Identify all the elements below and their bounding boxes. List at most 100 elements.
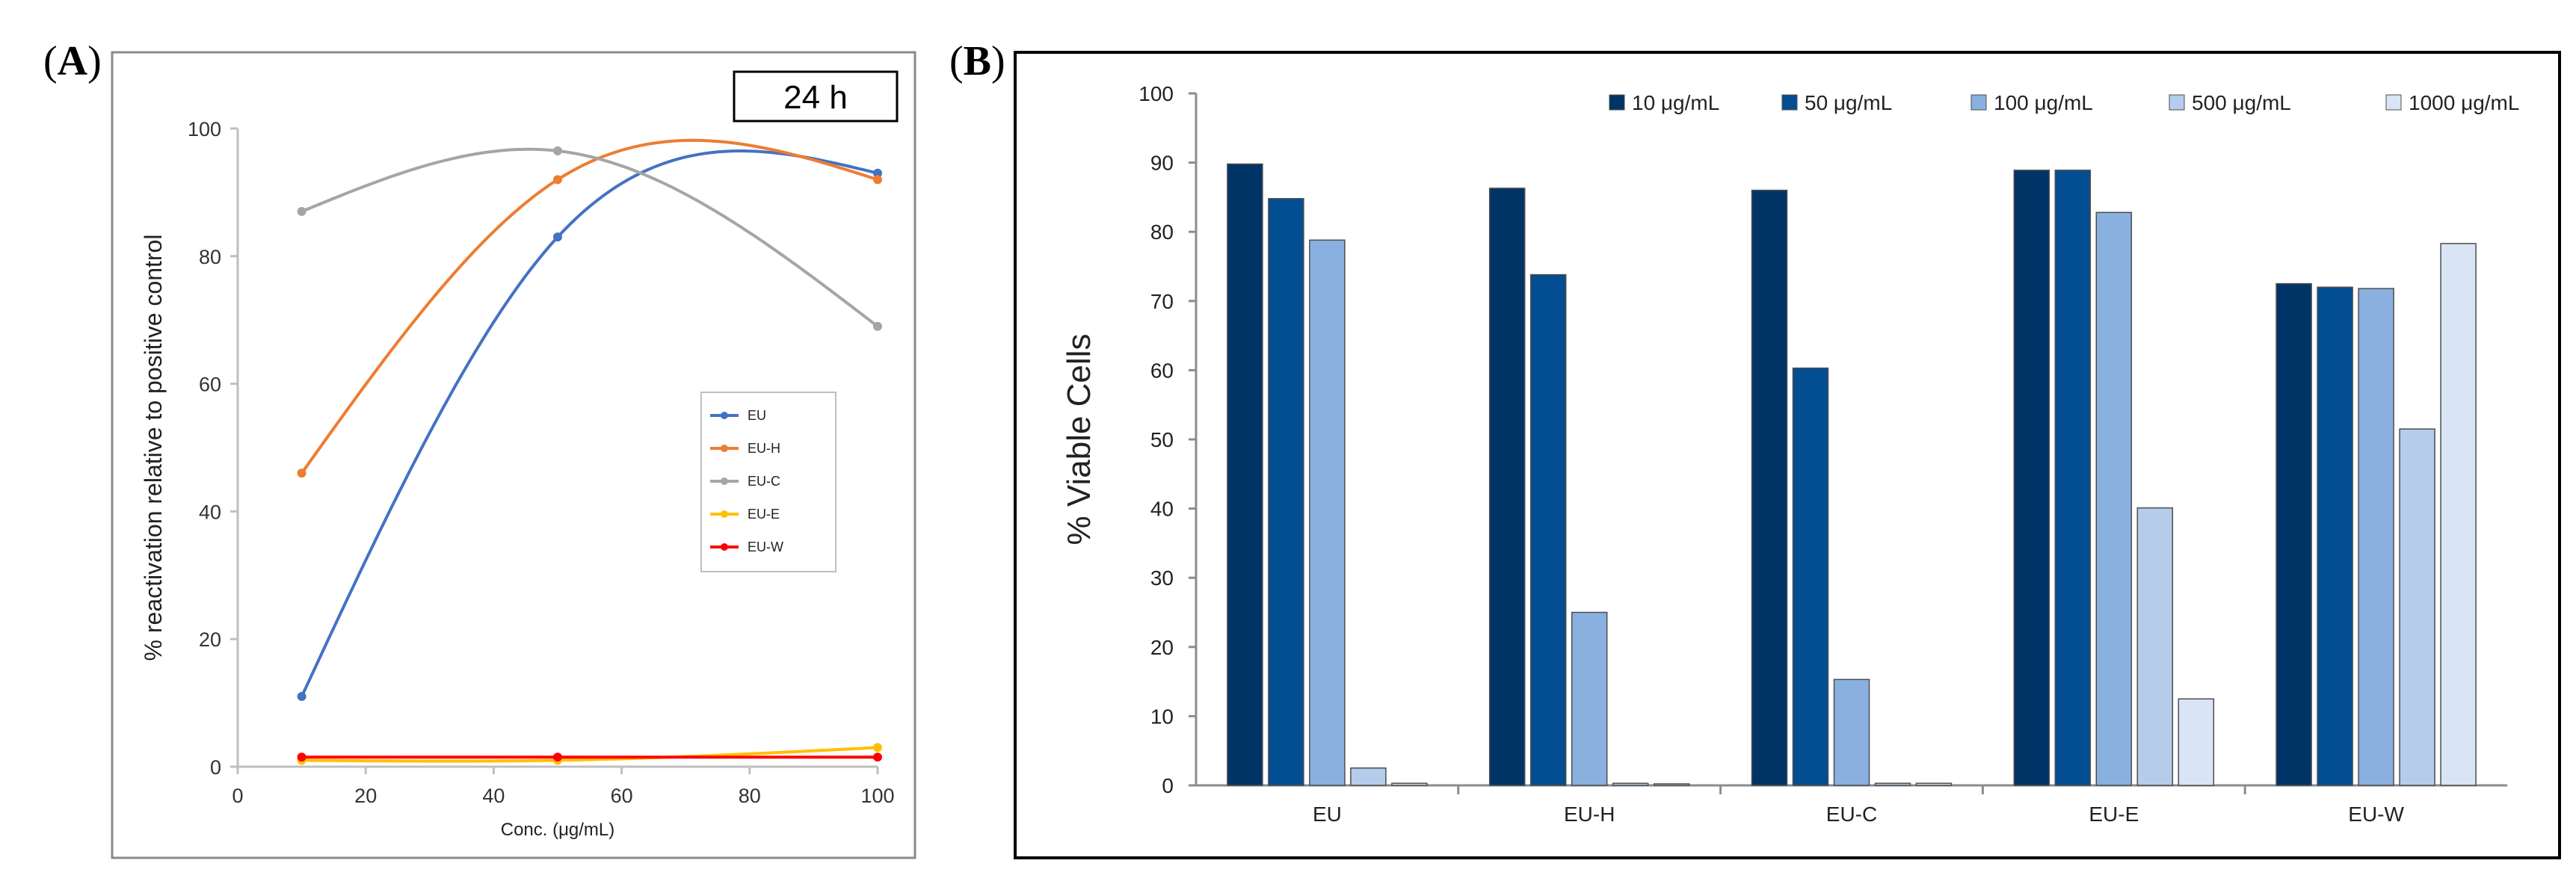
chart-a-data-point [297, 469, 306, 478]
chart-b-legend-swatch [2169, 94, 2185, 111]
chart-a-y-tick-label: 60 [199, 374, 221, 396]
chart-b-legend-swatch [2385, 94, 2402, 111]
chart-b-bar [1833, 679, 1870, 786]
time-box-border [733, 70, 899, 123]
chart-b-bar [1350, 767, 1387, 786]
chart-a-y-tick-label: 20 [199, 628, 221, 651]
chart-b-y-tick-label: 90 [1150, 152, 1174, 175]
chart-a-legend: EU EU-H EU-C EU-E EU-W [700, 392, 836, 572]
chart-a-x-tick-label: 40 [482, 785, 505, 807]
chart-b-legend: 10 μg/mL 50 μg/mL 100 μg/mL 500 μg/mL 1000 μ… [1609, 91, 2519, 114]
chart-a-data-point [297, 207, 306, 217]
chart-b-bar [1915, 782, 1953, 786]
chart-b-bar [2054, 170, 2092, 786]
chart-b-bar [1751, 189, 1788, 786]
chart-a-axes [236, 129, 878, 768]
chart-b-bar [2275, 282, 2312, 786]
chart-b-bar [1309, 239, 1346, 786]
chart-a-y-tick-label: 100 [188, 118, 221, 140]
chart-b-category-labels: EU EU-H EU-C EU-E EU-W [1313, 803, 2405, 826]
chart-b-y-tick-label: 60 [1150, 359, 1174, 382]
chart-b-bar [1227, 163, 1263, 786]
chart-a-legend-items: EU EU-H EU-C EU-E EU-W [710, 408, 783, 554]
panel-b-label-letter: B [964, 38, 991, 84]
chart-b-y-tick-label: 10 [1150, 705, 1174, 728]
chart-a-legend-marker [721, 412, 728, 419]
chart-b-y-tick-label: 50 [1150, 428, 1174, 451]
chart-a-legend-label: EU [748, 408, 766, 423]
chart-b-bar [2317, 286, 2353, 786]
chart-a-x-tick-label: 100 [860, 785, 894, 807]
chart-a-legend-marker [721, 445, 728, 452]
chart-b-legend-label: 500 μg/mL [2192, 91, 2291, 114]
chart-a-y-tick-label: 0 [210, 756, 221, 779]
panel-a-label-letter: A [58, 38, 88, 84]
panel-a-label: (A) [43, 38, 102, 84]
chart-b-bar [1874, 782, 1911, 786]
chart-a-legend-label: EU-E [748, 507, 780, 522]
chart-b-y-tick-label: 40 [1150, 498, 1174, 521]
chart-b-y-tick-label: 70 [1150, 290, 1174, 313]
chart-a-legend-marker [721, 543, 728, 551]
chart-b-bar [1529, 273, 1567, 786]
chart-a-data-point [873, 175, 882, 185]
chart-b-legend-label: 1000 μg/mL [2409, 91, 2519, 114]
chart-a-y-axis-title: % reactivation relative to positive cont… [140, 235, 167, 661]
chart-b-bar [1792, 367, 1829, 786]
chart-b-bar [1268, 198, 1304, 786]
chart-a-data-point [553, 232, 562, 242]
chart-a-x-tick-label: 0 [232, 785, 243, 807]
chart-b-bar [1653, 783, 1690, 786]
chart-a-data-point [553, 752, 562, 762]
chart-b-category-label: EU [1313, 803, 1342, 826]
chart-a-series-line [301, 147, 879, 328]
chart-a-data-point [873, 743, 882, 752]
chart-b-legend-label: 50 μg/mL [1805, 91, 1892, 114]
chart-b-y-tick-label: 0 [1162, 774, 1174, 797]
chart-a-data-point [553, 146, 562, 155]
chart-b-bar [2399, 428, 2435, 786]
chart-a-x-tick-label: 20 [354, 785, 377, 807]
chart-a-data-point [873, 168, 882, 178]
panel-a-label-open: ( [43, 38, 58, 84]
chart-a-legend-label: EU-C [748, 474, 780, 489]
chart-b-bar [2440, 243, 2477, 786]
chart-b-bars [1227, 163, 2477, 786]
chart-b-category-label: EU-H [1564, 803, 1615, 826]
chart-b-ticks: 0 10 20 30 40 50 60 70 80 90 100 [1138, 82, 2246, 797]
panel-a-time-box: 24 h [733, 70, 899, 123]
panel-b-label-close: ) [991, 38, 1005, 84]
chart-b-y-tick-label: 30 [1150, 566, 1174, 590]
chart-b-bar [2136, 507, 2174, 786]
chart-b-category-label: EU-W [2348, 803, 2404, 826]
chart-a-x-tick-label: 80 [739, 785, 761, 807]
chart-a-legend-label: EU-W [748, 540, 783, 554]
chart-b-bar [2013, 170, 2050, 786]
panel-b-label: (B) [949, 38, 1005, 84]
chart-b-bar [1571, 611, 1608, 786]
chart-a-legend-marker [721, 510, 728, 518]
chart-b-legend-swatch [1970, 94, 1987, 111]
chart-b-bar [2095, 211, 2133, 786]
chart-b-y-tick-label: 20 [1150, 636, 1174, 659]
chart-b-y-tick-label: 100 [1138, 82, 1174, 105]
chart-a-series-line [300, 138, 878, 475]
chart-b-bar [1612, 782, 1649, 786]
chart-a-y-tick-label: 40 [199, 501, 221, 523]
chart-b-legend-label: 100 μg/mL [1994, 91, 2093, 114]
chart-b-bar [2178, 698, 2215, 786]
chart-b-legend-label: 10 μg/mL [1632, 91, 1719, 114]
chart-a-data-point [873, 321, 882, 331]
chart-a-data-point [297, 692, 306, 702]
time-box-label: 24 h [783, 79, 848, 116]
chart-b-bar [2358, 288, 2394, 786]
chart-a-ticks: 0 20 40 60 80 100 0 20 40 60 80 100 [188, 118, 895, 807]
chart-a-data-point [553, 175, 562, 185]
chart-a-legend-marker [721, 477, 728, 485]
chart-a-points [297, 146, 882, 765]
panel-a-label-close: ) [87, 38, 102, 84]
chart-a-series-line [301, 746, 878, 763]
chart-b-bar [1488, 188, 1526, 786]
panel-b-label-open: ( [949, 38, 964, 84]
